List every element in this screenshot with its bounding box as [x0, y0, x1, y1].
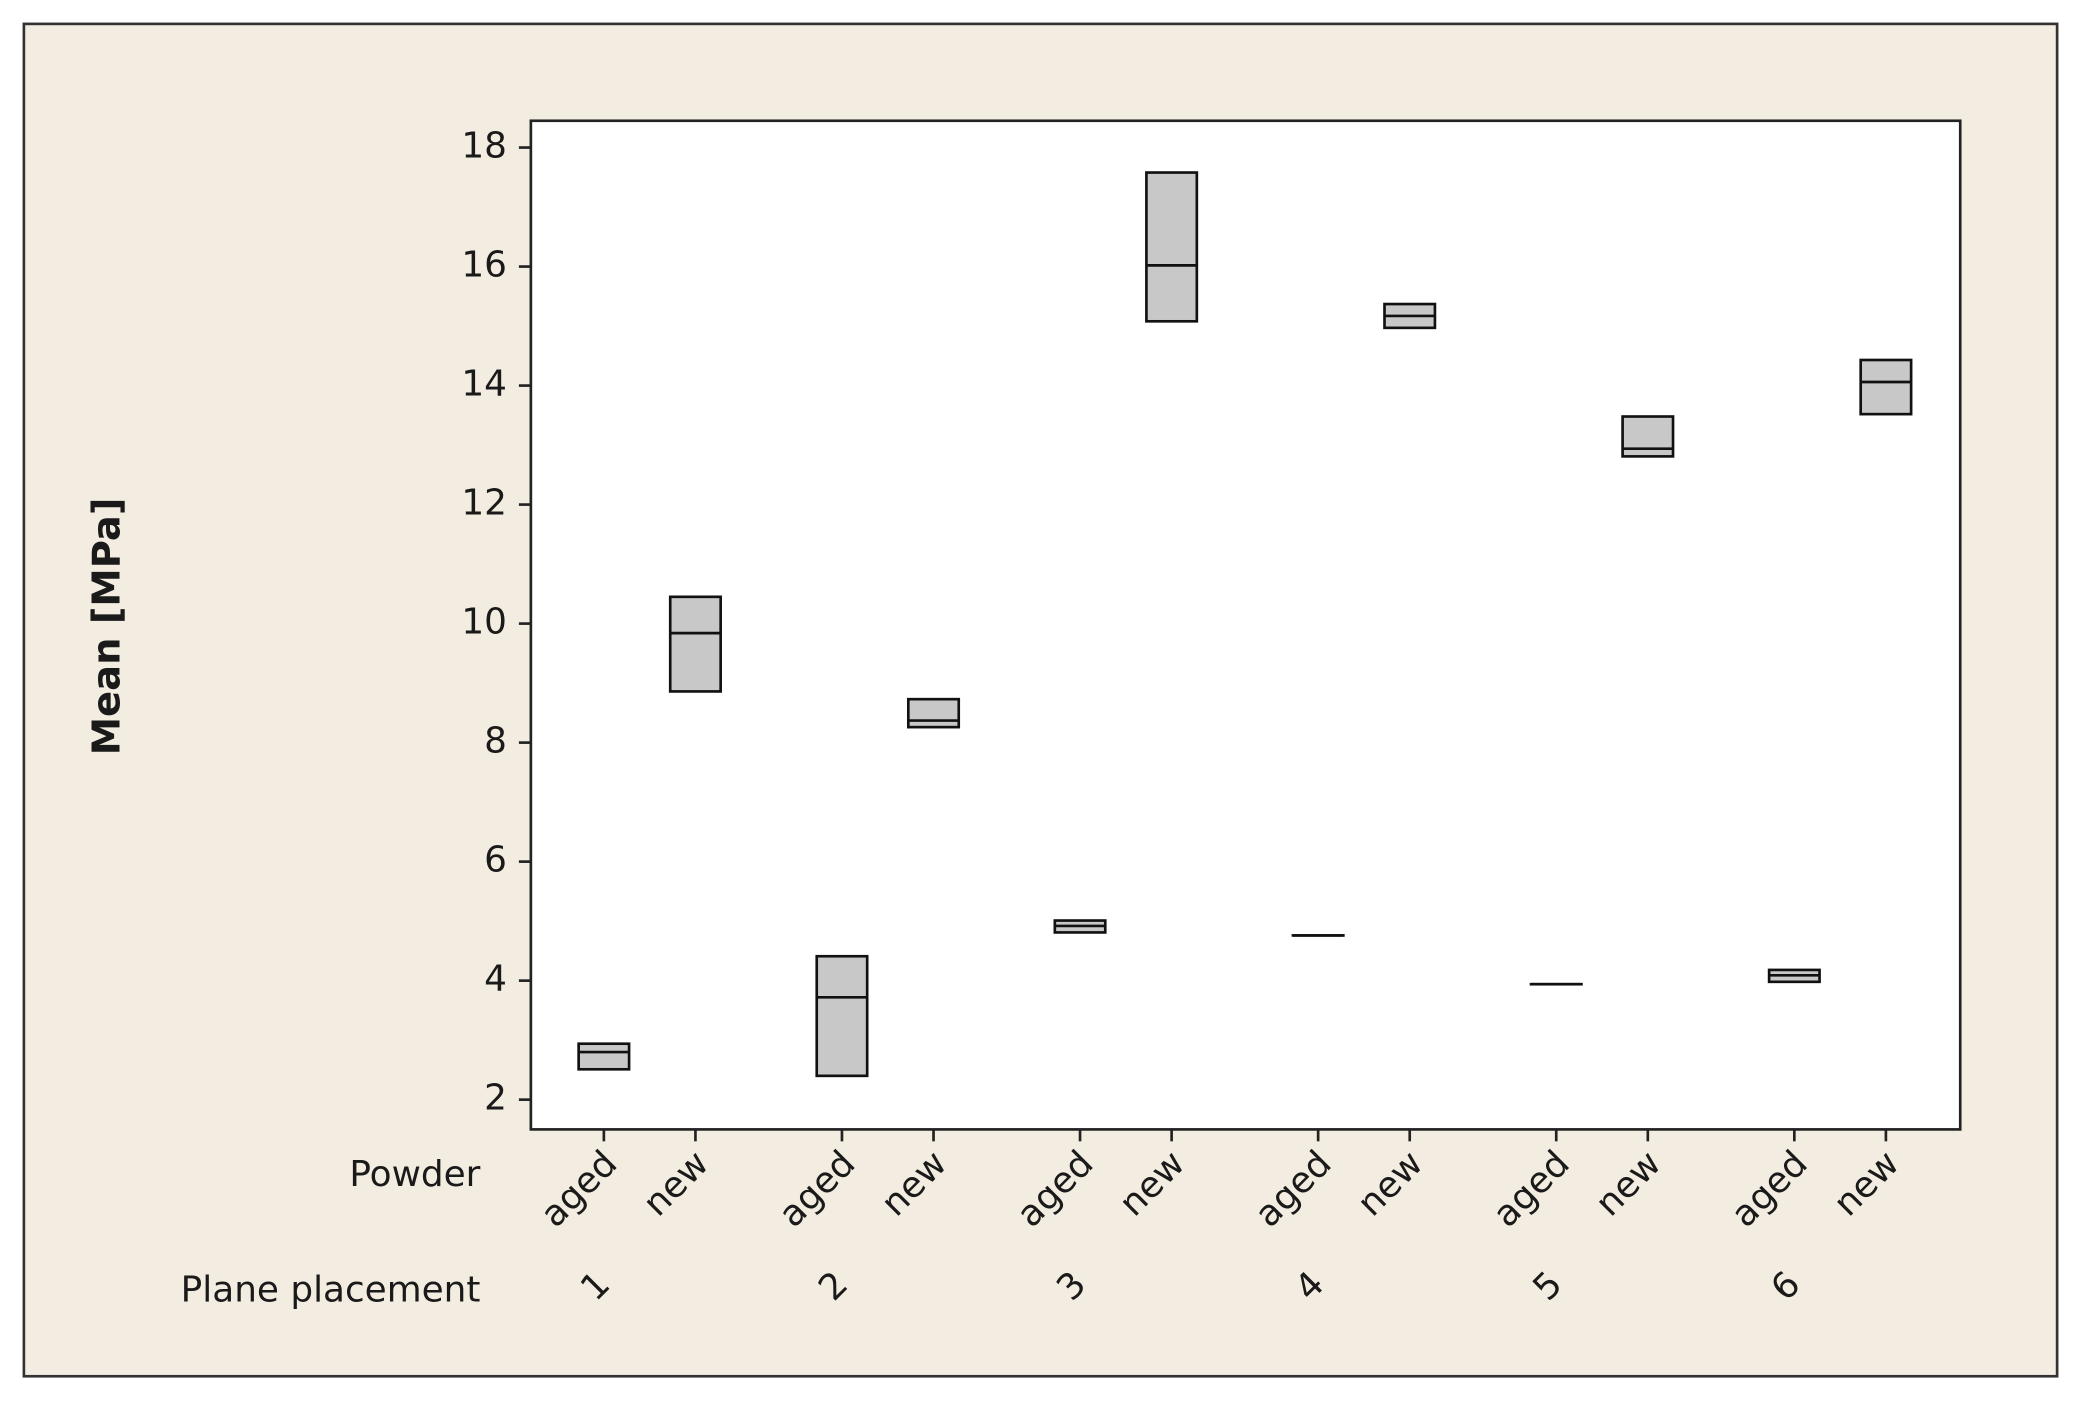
interval-box — [1859, 358, 1913, 416]
interval-box — [668, 595, 722, 693]
interval-box — [815, 954, 869, 1078]
y-tick-label: 4 — [484, 959, 507, 1000]
y-tick-label: 8 — [484, 721, 507, 762]
y-tick-label: 18 — [461, 126, 507, 167]
plot-area — [529, 119, 1962, 1131]
y-tick-label: 14 — [461, 364, 507, 405]
y-tick-label: 12 — [461, 483, 507, 524]
interval-box — [906, 697, 961, 729]
interval-box — [1145, 171, 1199, 323]
y-tick-label: 2 — [484, 1078, 507, 1119]
y-tick-label: 6 — [484, 840, 507, 881]
interval-box — [577, 1042, 631, 1071]
row-label: Powder — [349, 1154, 480, 1195]
row-label: Plane placement — [181, 1269, 481, 1310]
y-axis-label: Mean [MPa] — [84, 498, 129, 756]
y-tick-label: 10 — [461, 602, 507, 643]
interval-box — [1621, 415, 1675, 458]
y-tick-label: 16 — [461, 245, 507, 286]
